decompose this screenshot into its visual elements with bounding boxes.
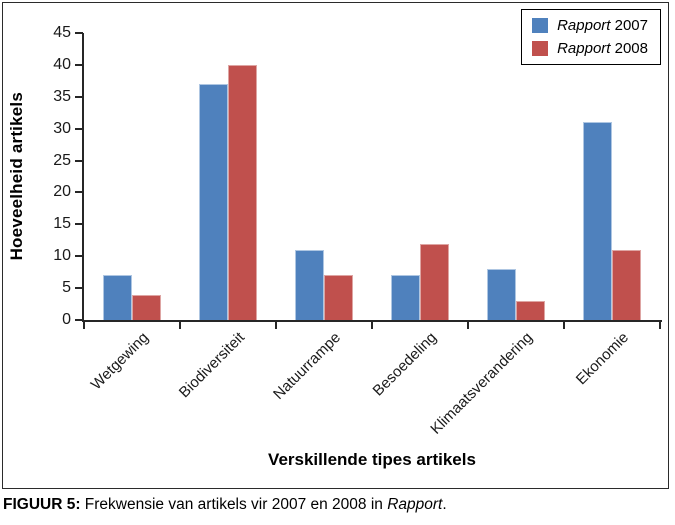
x-category-label: Ekonomie [572,329,633,389]
bar-group [84,33,180,320]
legend: Rapport 2007 Rapport 2008 [521,9,661,65]
y-tick-mark [75,95,83,98]
y-tick-mark [75,319,83,321]
y-tick-label: 5 [62,279,71,297]
y-tick-label: 45 [53,24,71,41]
bar-group [564,33,660,320]
bar [228,64,257,320]
bar [324,275,353,320]
bar [583,122,612,320]
legend-swatch [532,18,549,33]
legend-label: Rapport 2008 [557,40,648,57]
y-tick-label: 15 [53,215,71,233]
y-tick-mark [75,255,83,258]
figure-caption: FIGUUR 5: Frekwensie van artikels vir 20… [3,496,447,513]
y-tick-label: 10 [53,247,71,265]
bar [103,275,132,320]
bar [420,243,449,320]
y-axis-title-text: Hoeveelheid artikels [7,92,26,261]
bar [132,294,161,320]
x-category-label: Wetgewing [87,329,153,394]
y-axis-line [82,33,84,322]
x-tick-mark [659,322,661,329]
x-tick-mark [467,322,469,329]
y-axis-title: Hoeveelheid artikels [7,33,27,320]
chart-area: Hoeveelheid artikels 0 5 10 15 20 25 30 35 40 45 … [2,2,669,489]
y-tick-mark [75,32,83,34]
legend-label: Rapport 2007 [557,17,648,34]
x-axis-title: Verskillende tipes artikels [268,450,476,469]
bar-group [180,33,276,320]
legend-item: Rapport 2008 [532,37,648,60]
x-category-label: Besoedeling [369,329,441,400]
bar [487,269,516,320]
plot-area [84,33,660,320]
y-tick-label: 20 [53,183,71,201]
x-category-label: Natuurrampe [270,329,345,403]
y-tick-mark [75,223,83,226]
bar [516,300,545,320]
bar [612,249,641,320]
bar-group [276,33,372,320]
x-tick-mark [563,322,565,329]
y-tick-label: 30 [53,119,71,137]
y-tick-mark [75,287,83,290]
bar-group [468,33,564,320]
x-category-label: Klimaatsverandering [427,329,537,438]
y-tick-label: 35 [53,87,71,105]
x-tick-mark [371,322,373,329]
legend-item: Rapport 2007 [532,14,648,37]
y-tick-label: 0 [62,311,71,328]
x-tick-mark [83,322,85,329]
y-tick-mark [75,159,83,162]
x-tick-mark [179,322,181,329]
y-tick-mark [75,191,83,194]
bar-group [372,33,468,320]
y-tick-mark [75,127,83,130]
x-axis-line [82,320,662,322]
y-tick-label: 40 [53,55,71,73]
y-tick-mark [75,63,83,66]
bar [199,84,228,320]
x-tick-mark [275,322,277,329]
bar [391,275,420,320]
y-tick-label: 25 [53,151,71,169]
x-category-label: Biodiversiteit [175,329,249,402]
legend-swatch [532,41,549,56]
bar [295,249,324,320]
